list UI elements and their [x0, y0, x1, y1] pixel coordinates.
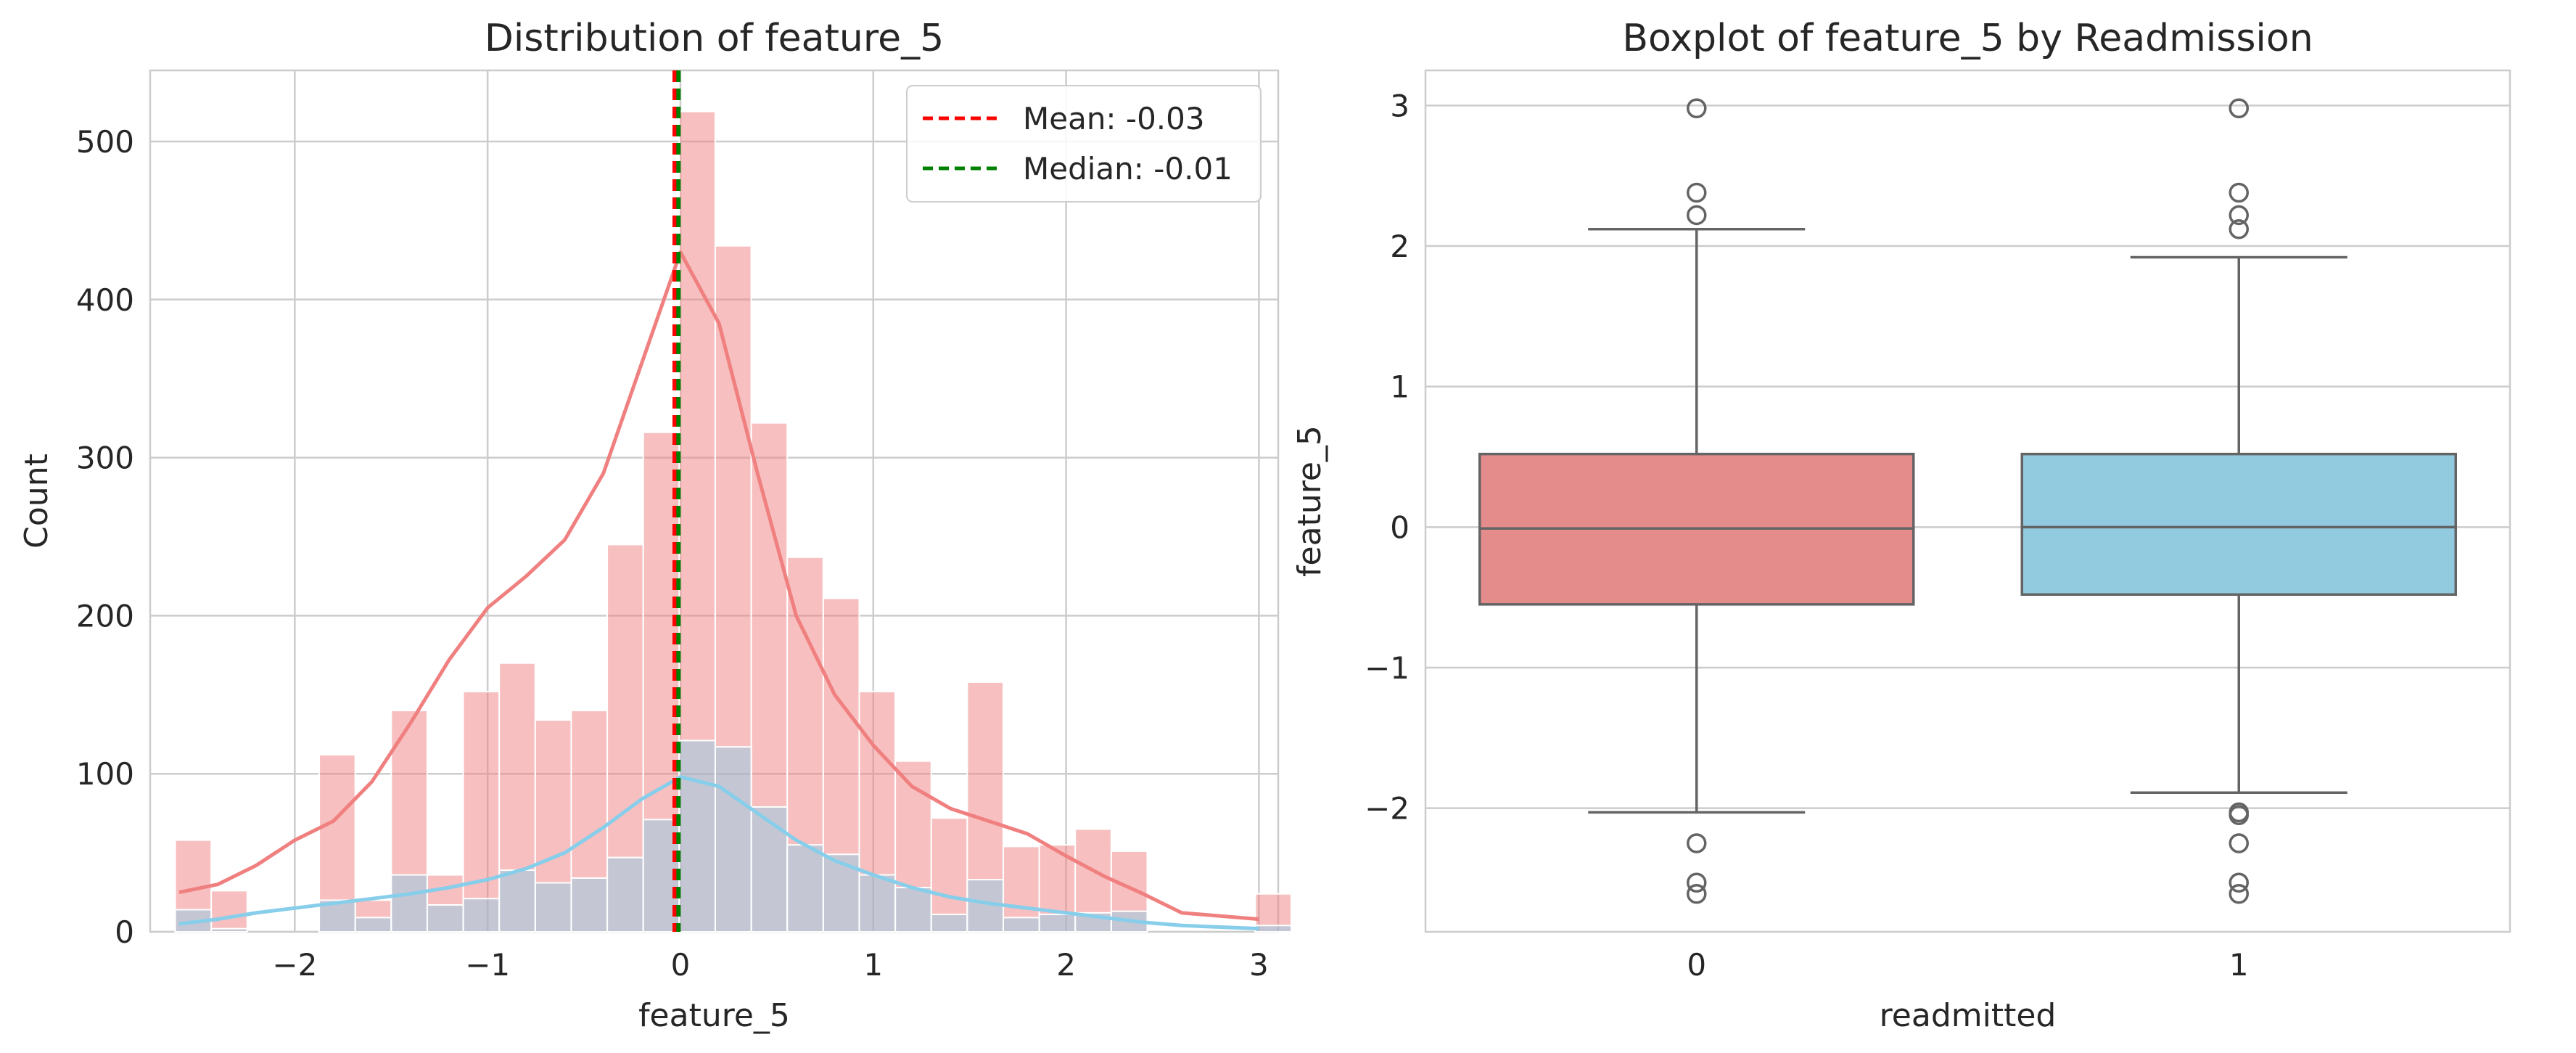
x-tick-label: 0 [671, 947, 691, 983]
histogram-bar [750, 806, 789, 933]
histogram-tick-labels: −2 −1 0 1 2 3 0 100 200 300 400 500 [76, 124, 1269, 983]
histogram-bar [1002, 917, 1040, 933]
outlier-point [1687, 833, 1707, 853]
histogram-bar [570, 710, 609, 933]
box-iqr [2020, 452, 2457, 597]
histogram-bar [210, 927, 248, 933]
histogram-bar [714, 746, 752, 933]
outlier-point [2229, 872, 2249, 893]
histogram-bar [822, 597, 860, 933]
box-category-1 [2020, 98, 2457, 904]
y-tick-label: 400 [76, 282, 134, 318]
histogram-bar [858, 874, 897, 933]
y-tick-label: 500 [76, 124, 134, 160]
legend-frame [906, 85, 1262, 202]
histogram-bar [894, 887, 932, 933]
y-tick-label: −1 [1365, 650, 1410, 686]
histogram-bar [534, 719, 572, 933]
histogram-bar [210, 890, 248, 933]
kde-curve [178, 250, 1259, 922]
x-tick-label: −1 [465, 947, 510, 983]
legend-mean-label: Mean: -0.03 [1023, 101, 1205, 136]
histogram-title: Distribution of feature_5 [485, 17, 944, 60]
outlier-point [2229, 805, 2249, 826]
boxplot-panel: −2 −1 0 1 2 3 0 1 Boxplot of feature_5 by Readm… [1291, 17, 2511, 1034]
boxplot-title: Boxplot of feature_5 by Readmission [1622, 17, 2313, 60]
boxplot-tick-labels: −2 −1 0 1 2 3 0 1 [1365, 88, 2249, 983]
histogram-bar [498, 662, 536, 933]
outlier-point [2229, 219, 2249, 239]
y-tick-label: 1 [1390, 369, 1410, 405]
outlier-point [2229, 182, 2249, 203]
y-tick-label: 100 [76, 756, 134, 792]
y-tick-label: 0 [1390, 509, 1410, 545]
histogram-bar [426, 904, 464, 933]
histogram-bar [894, 760, 932, 933]
box-category-0 [1478, 98, 1915, 904]
histogram-bar [930, 914, 968, 933]
outlier-point [1687, 205, 1707, 226]
histogram-bar [570, 877, 609, 933]
histogram-panel: −2 −1 0 1 2 3 0 100 200 300 400 500 Distribution of… [18, 17, 1292, 1034]
y-tick-label: 3 [1390, 88, 1410, 123]
histogram-bar [750, 422, 789, 933]
histogram-bar [534, 882, 572, 933]
histogram-bar [1254, 925, 1292, 933]
outlier-point [2229, 98, 2249, 119]
x-tick-label: −2 [272, 947, 317, 983]
x-tick-label: 1 [2229, 947, 2249, 983]
outlier-point [1687, 98, 1707, 119]
histogram-kde-curves [178, 250, 1259, 931]
histogram-x-axis-label: feature_5 [638, 997, 790, 1034]
kde-curve [178, 775, 1259, 931]
x-tick-label: 0 [1687, 947, 1706, 983]
boxplot-x-axis-label: readmitted [1880, 997, 2057, 1034]
x-tick-label: 3 [1249, 947, 1269, 983]
histogram-bar [390, 874, 428, 933]
histogram-legend: Mean: -0.03 Median: -0.01 [906, 85, 1262, 202]
y-tick-label: 200 [76, 598, 134, 634]
histogram-bar [462, 898, 501, 933]
y-tick-label: 0 [115, 914, 134, 950]
histogram-reference-lines [672, 70, 681, 932]
histogram-bar [462, 690, 501, 933]
histogram-y-axis-label: Count [18, 454, 55, 549]
y-tick-label: 300 [76, 441, 134, 476]
boxplot-y-axis-label: feature_5 [1291, 425, 1328, 577]
histogram-bar [354, 917, 392, 933]
y-tick-label: 2 [1390, 229, 1410, 264]
histogram-bar [1038, 914, 1077, 933]
histogram-bar [786, 844, 824, 933]
outlier-point [2229, 205, 2249, 226]
histogram-bars [174, 110, 1292, 933]
y-tick-label: −2 [1365, 791, 1410, 827]
outlier-point [1687, 883, 1707, 904]
histogram-bar [966, 681, 1004, 933]
outlier-point [1687, 872, 1707, 893]
histogram-bar [678, 739, 716, 933]
x-tick-label: 1 [863, 947, 883, 983]
legend-median-label: Median: -0.01 [1023, 151, 1233, 187]
outlier-point [1687, 182, 1707, 203]
x-tick-label: 2 [1056, 947, 1076, 983]
boxplot-boxes [1478, 98, 2457, 904]
outlier-point [2229, 833, 2249, 853]
histogram-bar [318, 899, 356, 933]
outlier-point [2229, 883, 2249, 904]
histogram-bar [786, 556, 824, 933]
histogram-bar [606, 856, 644, 933]
histogram-bar [498, 869, 536, 933]
